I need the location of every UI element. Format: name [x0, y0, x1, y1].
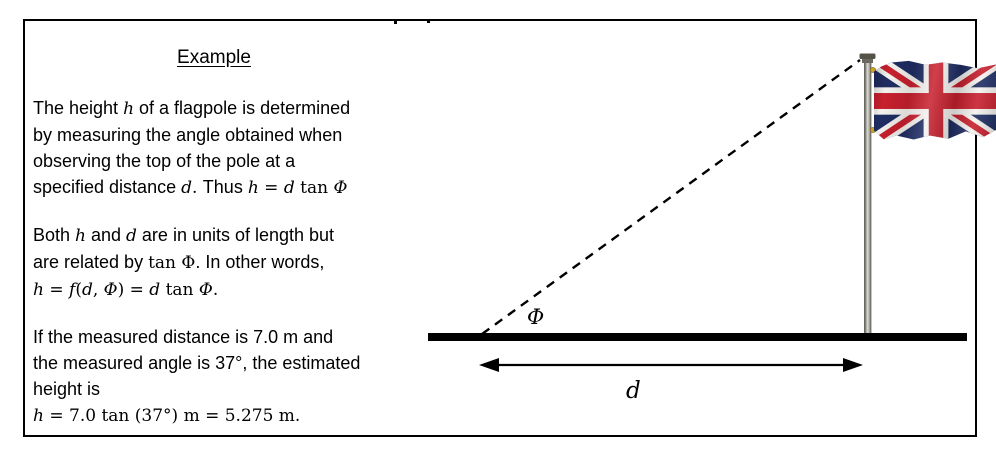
text-segment: = 7.0 tan (37°) m = 5.275 m.	[43, 406, 301, 426]
ground-line	[428, 333, 967, 341]
text-line: Both h and d are in units of length but	[33, 222, 395, 249]
text-segment: =	[258, 178, 284, 198]
text-segment: and	[85, 225, 127, 245]
text-segment: tan	[160, 280, 199, 300]
flagpole-cap	[859, 53, 876, 59]
text-column: Example The height h of a flagpole is de…	[33, 21, 395, 450]
text-segment: .	[212, 280, 219, 300]
text-segment: The height	[33, 98, 124, 118]
distance-arrow	[479, 358, 863, 372]
text-segment: of a flagpole is determined	[134, 98, 351, 118]
text-segment: height is	[33, 379, 101, 399]
text-segment: the measured angle is 37°, the estimated	[33, 353, 361, 373]
paragraph-3: If the measured distance is 7.0 m and the…	[33, 324, 395, 429]
text-segment: . In other words,	[195, 252, 325, 272]
text-line: The height h of a flagpole is determined	[33, 95, 395, 122]
text-segment: d	[283, 178, 295, 198]
text-line: h = f(d, Φ) = d tan Φ.	[33, 276, 395, 303]
text-segment: specified distance	[33, 177, 182, 197]
text-line: are related by tan Φ. In other words,	[33, 249, 395, 276]
text-segment: =	[43, 280, 70, 300]
flagpole-cap-base	[862, 59, 873, 63]
paragraph-2: Both h and d are in units of length but a…	[33, 222, 395, 303]
flagpole	[864, 56, 872, 335]
text-segment: tan Φ	[148, 253, 196, 273]
page-border-box	[23, 19, 977, 437]
paragraph-1: The height h of a flagpole is determined…	[33, 95, 395, 201]
text-segment: tan	[294, 178, 334, 198]
union-jack-flag	[874, 60, 996, 140]
text-line: by measuring the angle obtained when	[33, 122, 395, 148]
border-tick-mark	[427, 19, 430, 23]
text-segment: (	[75, 280, 82, 300]
text-segment: are in units of length but	[136, 225, 335, 245]
text-segment: ) =	[117, 280, 150, 300]
text-line: If the measured distance is 7.0 m and	[33, 324, 395, 350]
text-segment: Both	[33, 225, 76, 245]
text-segment: Φ	[103, 280, 118, 300]
text-segment: d	[181, 178, 192, 198]
text-segment: h	[75, 226, 86, 246]
text-line: height is	[33, 376, 395, 402]
dashed-sight-line	[481, 59, 861, 335]
text-segment: d	[149, 280, 161, 300]
text-segment: h	[247, 178, 259, 198]
border-tick-mark	[394, 19, 397, 24]
angle-phi-label: Φ	[527, 305, 545, 329]
distance-d-label: d	[626, 378, 641, 404]
text-segment: ,	[92, 280, 104, 300]
text-line: h = 7.0 tan (37°) m = 5.275 m.	[33, 402, 395, 429]
text-segment: d	[126, 226, 137, 246]
example-title: Example	[33, 45, 395, 71]
text-segment: by measuring the angle obtained when	[33, 125, 343, 145]
text-line: the measured angle is 37°, the estimated	[33, 350, 395, 376]
example-title-text: Example	[177, 47, 251, 68]
text-segment: d	[81, 280, 93, 300]
text-segment: Φ	[198, 280, 213, 300]
union-jack-icon	[874, 60, 996, 140]
text-segment: h	[123, 99, 135, 119]
text-segment: If the measured distance is 7.0 m and	[33, 327, 334, 347]
text-segment: .	[191, 178, 203, 198]
text-line: specified distance d. Thus h = d tan Φ	[33, 174, 395, 201]
text-line: observing the top of the pole at a	[33, 148, 395, 174]
text-segment: h	[33, 406, 44, 426]
text-segment: Thus	[202, 177, 248, 197]
text-column-paragraphs: The height h of a flagpole is determined…	[33, 95, 395, 429]
text-segment: Φ	[333, 178, 348, 198]
text-segment: are related by	[33, 252, 149, 272]
text-segment: observing the top of the pole at a	[33, 151, 296, 171]
text-segment: h	[33, 280, 44, 300]
text-segment: f	[69, 280, 76, 300]
